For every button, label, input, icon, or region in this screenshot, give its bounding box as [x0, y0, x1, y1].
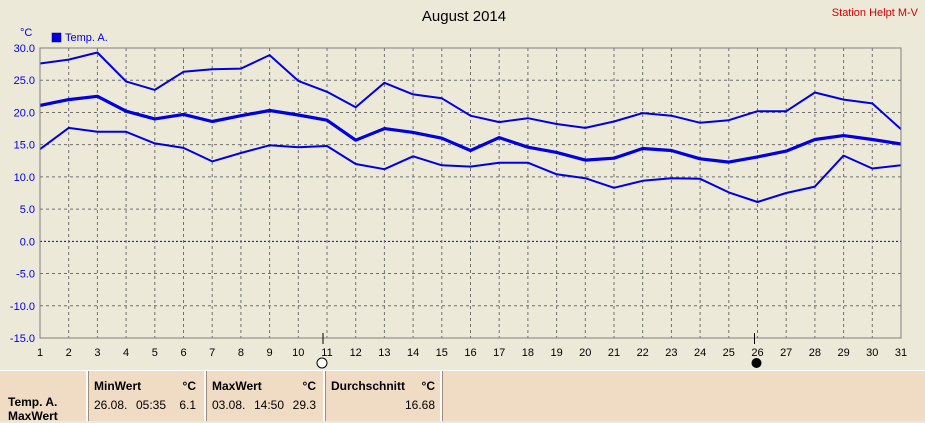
x-tick-label: 20	[579, 347, 591, 359]
x-tick-label: 15	[436, 347, 448, 359]
column-separator	[440, 371, 443, 421]
series-max-line	[39, 51, 902, 130]
x-tick-label: 27	[780, 347, 792, 359]
max-unit: °C	[302, 379, 316, 393]
row-label: Temp. A.	[8, 395, 58, 409]
x-axis-ticks: 1 2 3 4 5 6 7 8 9 10 11 12 13 14 15 16 17 18 19 20 21 22 23 24 2…	[37, 347, 907, 359]
y-tick-label: 25.0	[14, 75, 35, 87]
series-lines	[39, 51, 902, 203]
x-tick-label: 26	[751, 347, 763, 359]
x-tick-label: 25	[723, 347, 735, 359]
y-unit-label: °C	[20, 27, 32, 39]
x-tick-label: 9	[267, 347, 273, 359]
max-time: 14:50	[254, 398, 285, 412]
station-name: Station Helpt M-V	[832, 7, 919, 19]
series-min-line	[39, 126, 902, 203]
y-tick-label: -10.0	[10, 301, 35, 313]
column-separator	[86, 371, 89, 421]
statistics-table: Temp. A. MaxWert MinWert °C 26.08. 05:35…	[0, 370, 925, 423]
y-tick-label: 5.0	[20, 204, 35, 216]
min-value: 6.1	[179, 398, 196, 412]
x-tick-label: 11	[321, 347, 332, 359]
x-tick-label: 30	[866, 347, 878, 359]
min-unit: °C	[182, 379, 196, 393]
legend-swatch	[51, 32, 62, 43]
average-cell: Durchschnitt °C 16.68	[331, 371, 435, 421]
temperature-chart: August 2014 Station Helpt M-V °C Temp. A…	[10, 7, 919, 369]
chart-title: August 2014	[422, 8, 506, 25]
y-axis-ticks: -15.0 -10.0 -5.0 0.0 5.0 10.0 15.0 20.0 25.0 30.0	[10, 43, 35, 345]
min-header: MinWert	[94, 379, 142, 393]
y-tick-label: 0.0	[20, 236, 35, 248]
max-header: MaxWert	[212, 379, 262, 393]
x-tick-label: 21	[608, 347, 620, 359]
x-tick-label: 13	[378, 347, 390, 359]
average-unit: °C	[421, 379, 435, 393]
row-label-2: MaxWert	[8, 409, 58, 423]
x-tick-label: 10	[292, 347, 304, 359]
y-tick-label: 20.0	[14, 107, 35, 119]
x-tick-label: 24	[694, 347, 706, 359]
min-cell: MinWert °C 26.08. 05:35 6.1	[94, 371, 202, 421]
x-tick-label: 3	[94, 347, 100, 359]
x-tick-label: 14	[407, 347, 419, 359]
x-tick-label: 2	[66, 347, 72, 359]
min-time: 05:35	[136, 398, 167, 412]
legend-label: Temp. A.	[65, 32, 108, 44]
y-tick-label: 15.0	[14, 140, 35, 152]
x-tick-label: 17	[493, 347, 505, 359]
x-tick-label: 23	[665, 347, 677, 359]
max-cell: MaxWert °C 03.08. 14:50 29.3	[212, 371, 322, 421]
x-tick-label: 5	[152, 347, 158, 359]
column-separator	[323, 371, 326, 421]
average-header: Durchschnitt	[331, 379, 406, 393]
x-tick-label: 1	[37, 347, 43, 359]
max-date: 03.08.	[212, 398, 246, 412]
x-tick-label: 4	[123, 347, 129, 359]
min-date: 26.08.	[94, 398, 128, 412]
day-markers	[316, 333, 762, 369]
x-tick-label: 31	[895, 347, 907, 359]
grid-lines	[40, 48, 901, 338]
y-tick-label: 30.0	[14, 43, 35, 55]
filled-day-marker	[751, 358, 762, 368]
open-day-marker	[316, 357, 328, 369]
x-tick-label: 12	[350, 347, 362, 359]
x-tick-label: 28	[809, 347, 821, 359]
series-avg-line	[39, 94, 902, 164]
max-value: 29.3	[292, 398, 316, 412]
x-tick-label: 16	[464, 347, 476, 359]
x-tick-label: 29	[837, 347, 849, 359]
x-tick-label: 7	[209, 347, 215, 359]
x-tick-label: 8	[238, 347, 244, 359]
average-value: 16.68	[404, 398, 435, 412]
x-tick-label: 19	[550, 347, 562, 359]
y-tick-label: 10.0	[14, 172, 35, 184]
y-tick-label: -15.0	[10, 333, 35, 345]
plot-frame	[39, 47, 902, 339]
y-tick-label: -5.0	[16, 269, 35, 281]
x-tick-label: 18	[522, 347, 534, 359]
x-tick-label: 22	[637, 347, 649, 359]
x-tick-label: 6	[180, 347, 186, 359]
column-separator	[204, 371, 207, 421]
row-label-cell: Temp. A. MaxWert	[8, 371, 86, 423]
